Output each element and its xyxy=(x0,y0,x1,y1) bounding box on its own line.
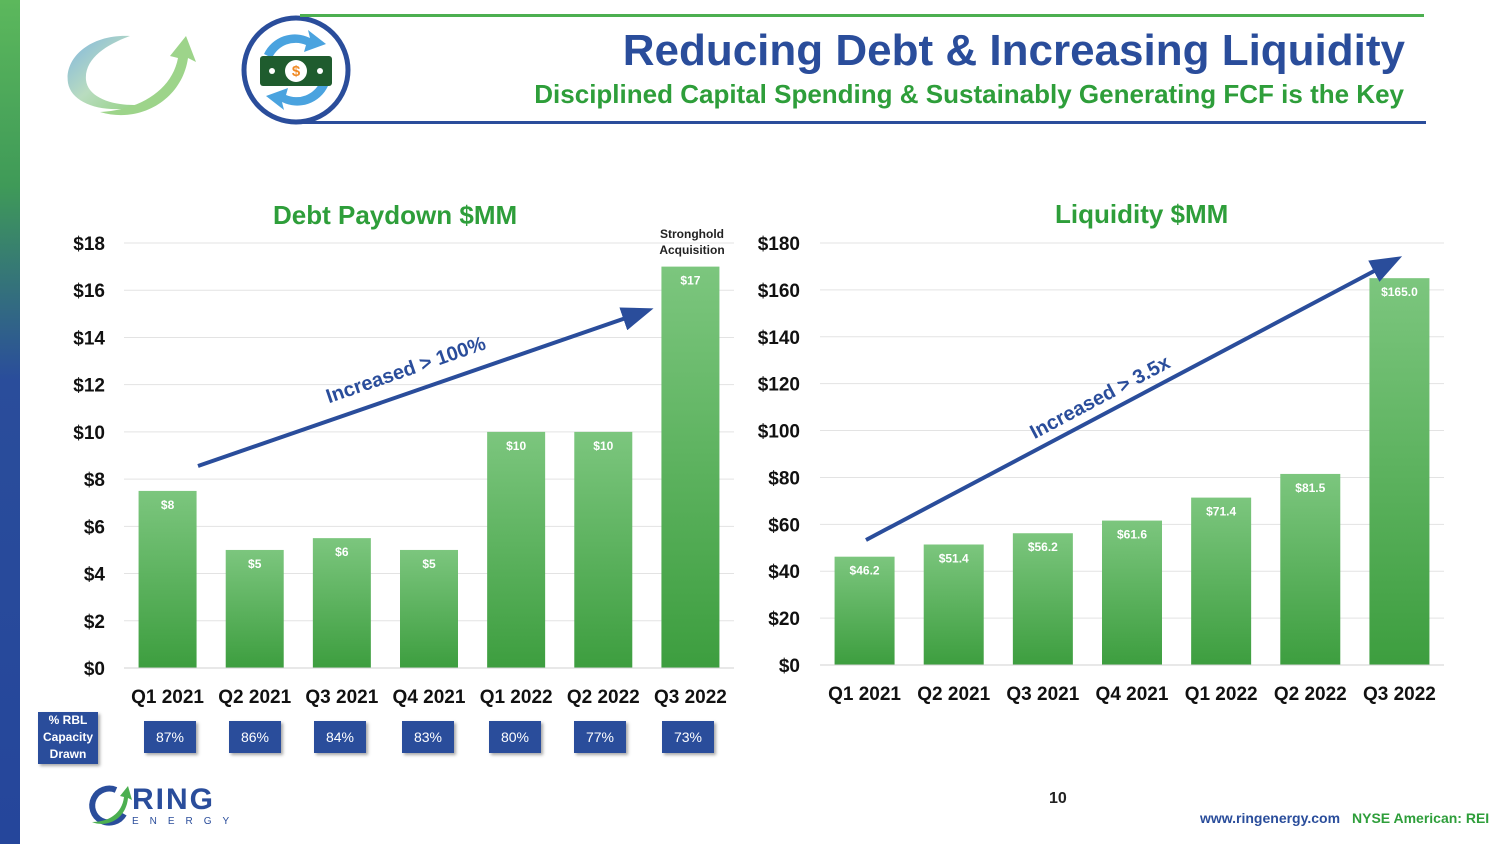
data-label: $61.6 xyxy=(1117,528,1147,542)
energy-logo-subtext: ENERGY xyxy=(132,816,241,827)
annotation-line-2: Acquisition xyxy=(659,243,725,257)
y-tick-label: $10 xyxy=(73,423,105,444)
y-tick-label: $0 xyxy=(84,659,105,680)
bar xyxy=(574,431,633,668)
ring-logo-icon xyxy=(89,785,132,826)
y-tick-label: $40 xyxy=(768,562,800,583)
page-number: 10 xyxy=(1049,790,1067,807)
page-subtitle: Disciplined Capital Spending & Sustainab… xyxy=(534,79,1404,109)
x-tick-label: Q3 2022 xyxy=(1363,684,1436,705)
data-label: $8 xyxy=(161,498,175,512)
bar xyxy=(138,490,197,668)
data-label: $6 xyxy=(335,545,349,559)
x-tick-label: Q1 2022 xyxy=(1185,684,1258,705)
y-tick-label: $100 xyxy=(758,422,800,443)
data-label: $5 xyxy=(248,557,262,571)
y-tick-label: $140 xyxy=(758,328,800,349)
x-tick-label: Q4 2021 xyxy=(393,687,466,708)
trend-arrow xyxy=(865,256,1403,542)
x-tick-label: Q2 2021 xyxy=(917,684,990,705)
data-label: $71.4 xyxy=(1206,505,1236,519)
rbl-value-box: 83% xyxy=(402,721,454,753)
rbl-value-box: 84% xyxy=(314,721,366,753)
bar xyxy=(1191,497,1252,665)
rbl-capacity-label: % RBL Capacity Drawn xyxy=(38,712,98,764)
x-tick-label: Q3 2022 xyxy=(654,687,727,708)
rbl-value-box: 80% xyxy=(489,721,541,753)
y-tick-label: $14 xyxy=(73,328,105,349)
bar xyxy=(225,549,284,668)
x-tick-label: Q1 2021 xyxy=(131,687,204,708)
liquidity-chart-title: Liquidity $MM xyxy=(1055,199,1229,229)
y-tick-label: $60 xyxy=(768,515,800,536)
data-label: $46.2 xyxy=(850,564,880,578)
x-tick-label: Q2 2021 xyxy=(218,687,291,708)
y-tick-label: $18 xyxy=(73,234,105,255)
data-label: $56.2 xyxy=(1028,540,1058,554)
bar xyxy=(834,556,895,665)
footer-ticker: NYSE American: REI xyxy=(1352,810,1490,826)
y-tick-label: $2 xyxy=(84,612,105,633)
bar xyxy=(661,266,720,668)
x-tick-label: Q4 2021 xyxy=(1096,684,1169,705)
data-label: $81.5 xyxy=(1295,481,1325,495)
rbl-value-box: 77% xyxy=(574,721,626,753)
rbl-label-line: % RBL xyxy=(48,713,88,727)
rbl-label-line: Drawn xyxy=(49,747,87,761)
rbl-label-line: Capacity xyxy=(42,730,94,744)
stronghold-annotation: Stronghold Acquisition xyxy=(650,226,734,258)
data-label: $10 xyxy=(506,439,526,453)
trend-arrow xyxy=(197,307,654,468)
rbl-value-box: 73% xyxy=(662,721,714,753)
header-rule-top xyxy=(300,14,1424,17)
y-tick-label: $12 xyxy=(73,376,105,397)
y-tick-label: $8 xyxy=(84,470,105,491)
y-tick-label: $80 xyxy=(768,468,800,489)
y-tick-label: $20 xyxy=(768,609,800,630)
trend-label: Increased > 3.5x xyxy=(1027,352,1174,444)
svg-text:$: $ xyxy=(292,63,301,80)
x-tick-label: Q3 2021 xyxy=(1006,684,1079,705)
swirl-logo-icon xyxy=(67,35,196,116)
bar xyxy=(923,544,984,665)
page-title: Reducing Debt & Increasing Liquidity xyxy=(622,26,1405,75)
debt-paydown-chart: $0 $2 $4 $6 $8 $10 $12 $14 $16 $18 $8 Q1 2021 $5 Q2 2… xyxy=(73,234,734,708)
y-tick-label: $160 xyxy=(758,281,800,302)
ring-logo-wordmark: RING xyxy=(132,783,215,816)
bar xyxy=(1012,533,1073,665)
data-label: $5 xyxy=(422,557,436,571)
rbl-value-box: 86% xyxy=(229,721,281,753)
annotation-line-1: Stronghold xyxy=(660,227,724,241)
rbl-value-box: 87% xyxy=(144,721,196,753)
bar xyxy=(487,431,546,668)
data-label: $165.0 xyxy=(1381,285,1418,299)
bar xyxy=(312,538,371,668)
y-tick-label: $16 xyxy=(73,281,105,302)
x-tick-label: Q2 2022 xyxy=(567,687,640,708)
y-tick-label: $0 xyxy=(779,656,800,677)
x-tick-label: Q2 2022 xyxy=(1274,684,1347,705)
bar xyxy=(1369,278,1430,665)
data-label: $51.4 xyxy=(939,551,969,565)
bar xyxy=(1102,520,1162,665)
header-rule-bottom xyxy=(300,121,1426,124)
y-tick-label: $120 xyxy=(758,375,800,396)
footer-website-link[interactable]: www.ringenergy.com xyxy=(1200,810,1341,826)
data-label: $10 xyxy=(593,439,613,453)
x-tick-label: Q3 2021 xyxy=(305,687,378,708)
data-label: $17 xyxy=(680,274,700,288)
bar xyxy=(400,549,458,668)
x-tick-label: Q1 2021 xyxy=(828,684,901,705)
brand-sidebar-stripe xyxy=(0,0,20,844)
x-tick-label: Q1 2022 xyxy=(480,687,553,708)
debt-chart-title: Debt Paydown $MM xyxy=(273,200,518,230)
y-tick-label: $180 xyxy=(758,234,800,255)
y-tick-label: $4 xyxy=(84,565,106,586)
money-cycle-icon: $ xyxy=(241,15,351,125)
bar xyxy=(1280,473,1341,665)
y-tick-label: $6 xyxy=(84,517,105,538)
